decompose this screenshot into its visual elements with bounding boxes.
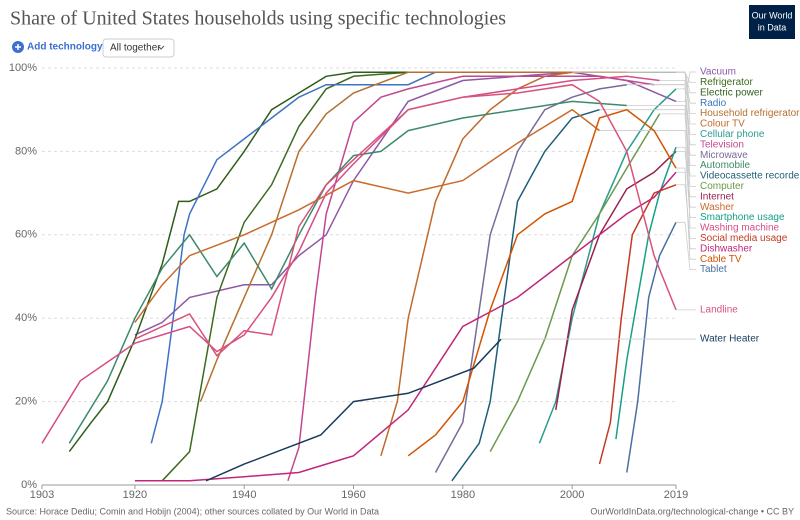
logo[interactable] [749,5,795,39]
y-tick-label: 80% [15,145,37,157]
legend-label: Household refrigerator [700,108,800,119]
series-line [161,71,676,482]
y-tick-label: 100% [9,62,37,74]
series-line [451,108,600,482]
series-line [615,146,677,440]
series-line [134,83,677,357]
legend-label: Colour TV [700,119,745,130]
dropdown-arrow [157,45,165,50]
add-icon-plus [15,44,21,50]
series-line [41,75,660,444]
legend-label: Smartphone usage [700,212,785,223]
y-tick-label: 40% [15,312,37,324]
x-tick-label: 1920 [123,489,147,501]
legend-label: Dishwasher [700,243,753,254]
legend-label: Radio [700,98,727,109]
legend-label: Washer [700,202,735,213]
chart-title: Share of United States households using … [10,8,506,30]
x-tick-label: 2019 [664,489,688,501]
series-line [407,108,677,457]
legend-label: Videocassette recorder [700,171,800,182]
legend-label: Automobile [700,160,750,171]
series-line [68,100,627,444]
legend-connector [654,84,696,146]
series-line [287,75,655,482]
url[interactable]: OurWorldInData.org/technological-change … [590,506,794,516]
legend-label: Tablet [700,264,727,275]
legend-label: Computer [700,181,745,192]
series-line [538,88,677,444]
dropdown[interactable] [102,38,175,58]
legend-label: Landline [700,305,738,316]
series-line [134,108,600,323]
legend-connector [572,71,696,125]
series-line [434,83,627,473]
series-line [598,184,677,465]
x-tick-label: 1980 [451,489,475,501]
legend-label: Vacuum [700,67,736,78]
x-tick-label: 1903 [30,489,54,501]
legend-label: Refrigerator [700,77,753,88]
legend-connector [435,71,696,94]
add-technology[interactable]: Add technology [27,42,103,53]
legend-connector [676,167,696,260]
logo-text: Our World [752,10,793,20]
legend-label: Electric power [700,87,763,98]
logo-text: in Data [758,22,787,32]
series-line [205,338,502,482]
dropdown-text: All together [110,43,161,54]
legend-connector [599,130,696,208]
legend-label: Cable TV [700,254,742,265]
legend-label: Microwave [700,150,748,161]
y-tick-label: 20% [15,396,37,408]
legend-label: Water Heater [700,334,760,345]
legend-connector [626,84,696,156]
legend-connector [659,80,696,229]
legend-label: Cellular phone [700,129,765,140]
series-line [380,71,573,457]
series-line [626,221,677,473]
plot: 0% 20% 40% 60% 80% 100% 1903 1920 1940 1960 1980 20… [9,62,800,501]
series-line [555,150,677,411]
x-tick-label: 1940 [232,489,256,501]
series-line [150,71,436,444]
x-tick-label: 2000 [560,489,584,501]
legend-connector [626,105,696,166]
series-line [68,71,436,453]
y-tick-label: 0% [21,479,37,491]
legend-label: Social media usage [700,233,788,244]
series-line [134,171,677,482]
legend-connector [676,221,696,270]
legend-label: Washing machine [700,223,780,234]
y-tick-label: 60% [15,229,37,241]
legend-connector [676,146,696,218]
series-line [199,71,627,402]
legend-label: Internet [700,191,734,202]
legend-label: Television [700,139,744,150]
x-tick-label: 1960 [341,489,365,501]
series-line [489,113,661,452]
source: Source: Horace Dediu; Comin and Hobijn (… [6,506,379,516]
